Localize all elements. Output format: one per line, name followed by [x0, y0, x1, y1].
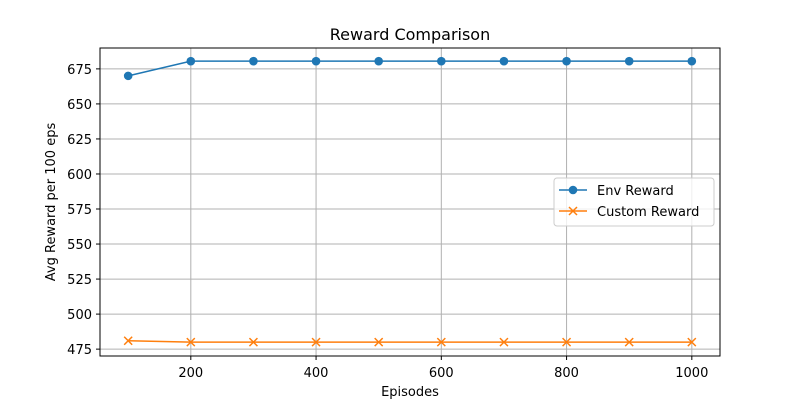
plot-frame	[99, 47, 721, 357]
data-point-custom	[687, 337, 697, 347]
y-tick-label: 600	[67, 168, 92, 183]
data-point-custom	[499, 337, 509, 347]
y-tick-label: 650	[67, 98, 92, 113]
data-point-env	[311, 56, 321, 66]
x-tick-label: 600	[429, 366, 454, 381]
data-point-custom	[186, 337, 196, 347]
y-tick-label: 500	[67, 308, 92, 323]
data-point-env	[186, 56, 196, 66]
y-tick-label: 625	[67, 133, 92, 148]
data-point-env	[624, 56, 634, 66]
y-tick-label: 550	[67, 238, 92, 253]
x-tick-label: 400	[304, 366, 329, 381]
legend-marker-env	[568, 185, 578, 195]
data-point-custom	[562, 337, 572, 347]
data-point-env	[123, 71, 133, 81]
x-ticks: 200 400 600 800 1000	[178, 356, 708, 381]
y-tick-label: 525	[67, 273, 92, 288]
data-point-env	[499, 56, 509, 66]
legend: Env Reward Custom Reward	[553, 177, 715, 227]
series-group	[123, 56, 697, 347]
x-tick-label: 800	[554, 366, 579, 381]
data-point-custom	[624, 337, 634, 347]
data-point-env	[249, 56, 258, 66]
data-point-env	[562, 56, 571, 66]
x-tick-label: 200	[178, 366, 203, 381]
data-point-env	[437, 56, 446, 66]
y-ticks: 475 500 525 550 575 600 625 650 675	[67, 63, 100, 358]
x-axis-label: Episodes	[381, 385, 439, 400]
data-point-env	[687, 56, 697, 66]
y-axis-label: Avg Reward per 100 eps	[44, 123, 59, 282]
legend-label-env: Env Reward	[597, 184, 674, 199]
legend-label-custom: Custom Reward	[597, 205, 699, 220]
y-tick-label: 575	[67, 203, 92, 218]
legend-frame	[553, 177, 715, 227]
series-line-env	[128, 60, 692, 77]
legend-marker-custom	[568, 206, 578, 216]
data-point-custom	[436, 337, 446, 347]
data-point-env	[374, 56, 383, 66]
series-line-custom	[128, 339, 692, 343]
y-tick-label: 475	[67, 343, 92, 358]
chart-title: Reward Comparison	[330, 25, 490, 44]
data-point-custom	[123, 336, 133, 346]
data-point-custom	[248, 337, 258, 347]
x-tick-label: 1000	[675, 366, 708, 381]
y-tick-label: 675	[67, 63, 92, 78]
data-point-custom	[374, 337, 384, 347]
data-point-custom	[311, 337, 321, 347]
